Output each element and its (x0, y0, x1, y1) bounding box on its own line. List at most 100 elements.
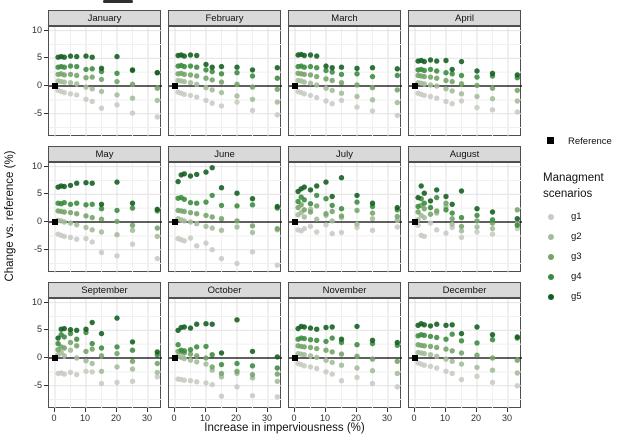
data-point-g1 (234, 99, 240, 105)
data-point-g5 (449, 322, 455, 328)
data-point-g5 (338, 336, 345, 342)
data-point-g1 (209, 381, 215, 388)
data-point-g2 (434, 83, 440, 89)
data-point-g1 (114, 379, 120, 386)
data-point-g1 (187, 235, 194, 241)
data-point-g2 (323, 357, 329, 363)
data-point-g4 (443, 336, 449, 342)
data-point-g4 (323, 67, 329, 74)
data-point-g5 (187, 173, 194, 179)
legend-item-label: g5 (571, 291, 582, 302)
data-point-g5 (194, 321, 200, 327)
data-point-g3 (314, 203, 320, 209)
facet-panel (168, 298, 282, 409)
data-point-g4 (514, 222, 520, 228)
data-point-g1 (338, 229, 345, 236)
data-point-g4 (181, 348, 187, 354)
data-point-g3 (369, 85, 376, 91)
data-point-g1 (449, 370, 455, 377)
data-point-g3 (209, 77, 215, 83)
reference-point (172, 219, 178, 225)
data-point-g4 (301, 64, 307, 70)
data-point-g4 (449, 71, 455, 77)
facet-label: November (322, 284, 367, 296)
data-point-g2 (489, 225, 496, 232)
data-point-g5 (98, 201, 105, 207)
data-point-g5 (323, 324, 329, 331)
data-point-g2 (307, 80, 314, 86)
facet-strip: August (408, 146, 521, 162)
data-point-g5 (194, 171, 200, 178)
data-point-g1 (489, 379, 496, 386)
reference-point (172, 355, 178, 361)
data-point-g5 (181, 324, 187, 330)
data-point-g3 (307, 209, 314, 215)
y-tick-mark (44, 165, 48, 167)
data-point-g1 (114, 253, 120, 259)
facet-label: October (207, 284, 242, 296)
data-point-g2 (154, 97, 160, 104)
data-point-g2 (74, 81, 80, 87)
y-tick-mark (44, 248, 48, 250)
data-point-g1 (421, 362, 427, 368)
data-point-g2 (234, 224, 240, 230)
data-point-g3 (74, 211, 80, 217)
data-point-g4 (234, 70, 240, 76)
facet-label: May (95, 148, 114, 160)
data-point-g2 (249, 96, 256, 103)
data-point-g2 (301, 79, 307, 85)
data-point-g3 (329, 77, 335, 84)
facet-panel (168, 26, 282, 137)
data-point-g2 (427, 352, 434, 358)
data-point-g1 (98, 105, 105, 111)
data-point-g3 (427, 74, 434, 80)
data-point-g1 (203, 380, 209, 386)
data-point-g3 (154, 360, 160, 367)
data-point-g1 (394, 384, 400, 390)
data-point-g3 (129, 358, 136, 364)
data-point-g4 (434, 334, 440, 341)
data-point-g1 (154, 255, 160, 262)
data-point-g3 (61, 209, 67, 215)
data-point-g4 (249, 202, 256, 208)
data-point-g2 (114, 232, 120, 238)
data-point-g1 (354, 104, 360, 110)
data-point-g4 (421, 332, 427, 338)
data-point-g1 (514, 109, 520, 115)
data-point-g3 (89, 346, 95, 352)
data-point-g1 (329, 101, 335, 107)
data-point-g4 (209, 68, 215, 75)
x-tick-mark (54, 408, 55, 412)
data-point-g5 (338, 175, 345, 181)
data-point-g5 (67, 327, 74, 333)
data-point-g5 (61, 325, 67, 332)
data-point-g1 (187, 92, 194, 99)
data-point-g5 (249, 67, 256, 73)
data-point-g2 (234, 93, 240, 99)
data-point-g2 (74, 355, 80, 361)
data-point-g4 (354, 199, 360, 205)
data-point-g2 (329, 359, 335, 366)
data-point-g4 (458, 214, 465, 221)
data-point-g2 (329, 218, 335, 224)
data-point-g5 (458, 330, 465, 337)
facet-label: July (336, 148, 353, 160)
data-point-g1 (249, 393, 256, 399)
data-point-g3 (301, 71, 307, 78)
data-point-g2 (354, 221, 360, 227)
data-point-g3 (67, 71, 74, 78)
legend-item-label: g1 (571, 211, 582, 222)
data-point-g4 (187, 347, 194, 353)
data-point-g3 (314, 345, 320, 352)
data-point-g3 (514, 357, 520, 363)
y-tick-label: 0 (36, 80, 42, 90)
y-tick-label: -5 (33, 107, 42, 118)
data-point-g1 (218, 393, 225, 399)
data-point-g2 (181, 355, 187, 362)
data-point-g3 (181, 71, 187, 78)
data-point-g1 (314, 229, 320, 235)
data-point-g5 (89, 319, 95, 326)
reference-legend-label: Reference (568, 136, 612, 147)
data-point-g2 (194, 221, 200, 227)
data-point-g2 (354, 365, 360, 371)
